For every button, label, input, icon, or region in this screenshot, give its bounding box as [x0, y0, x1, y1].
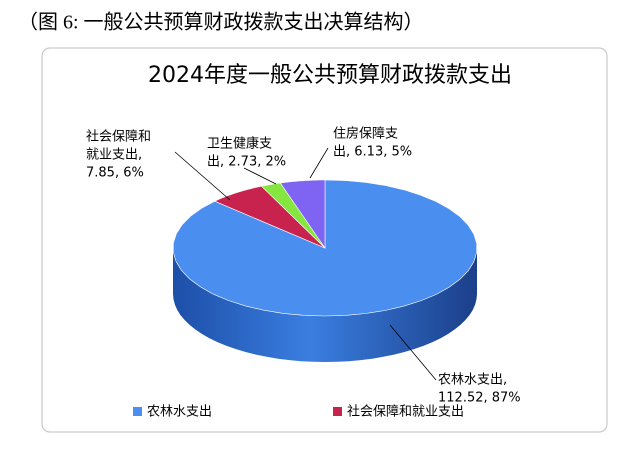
legend-label: 农林水支出 [147, 405, 212, 420]
data-label: 卫生健康支 [207, 136, 272, 152]
legend-swatch [133, 407, 142, 416]
data-label: 出, 6.13, 5% [333, 145, 412, 160]
pie-slice [279, 179, 326, 249]
data-label: 农林水支出, [438, 373, 507, 388]
data-label: 出, 2.73, 2% [207, 155, 286, 170]
data-label: 社会保障和 [86, 129, 151, 145]
data-label: 7.85, 6% [86, 166, 144, 181]
leader-line [309, 147, 329, 179]
chart-title: 2024年度一般公共预算财政拨款支出 [148, 63, 512, 88]
pie-slice-side [173, 248, 477, 362]
pie-slice [213, 185, 326, 249]
figure-caption: （图 6: 一般公共预算财政拨款支出决算结构） [18, 11, 424, 34]
pie-slice [260, 182, 326, 249]
leader-line [243, 167, 277, 185]
leader-line [389, 324, 437, 381]
data-label: 住房保障支 [333, 126, 398, 142]
data-label: 就业支出, [86, 148, 142, 163]
leader-line [174, 151, 231, 201]
data-label: 112.52, 87% [438, 391, 521, 406]
legend-label: 社会保障和就业支出 [347, 404, 464, 420]
pie [172, 179, 478, 362]
legend-swatch [333, 407, 342, 416]
